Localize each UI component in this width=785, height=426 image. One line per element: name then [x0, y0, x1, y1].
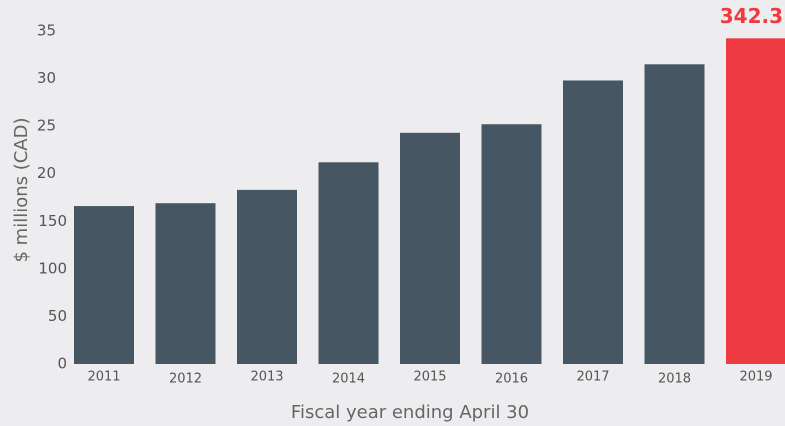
- data-label: 342.3: [720, 4, 783, 28]
- y-tick-label: 150: [38, 212, 67, 230]
- bar: [155, 203, 216, 364]
- bar: [74, 206, 134, 364]
- y-tick-label: 100: [38, 259, 67, 277]
- y-tick-label: 30: [37, 69, 56, 87]
- bar: [400, 132, 460, 364]
- y-tick-label: 20: [37, 164, 56, 182]
- x-tick-label: 2012: [169, 372, 202, 387]
- y-tick-label: 50: [48, 307, 67, 325]
- y-axis-label: $ millions (CAD): [11, 117, 32, 262]
- bar: [644, 64, 705, 365]
- bar: [563, 80, 623, 364]
- x-tick-label: 2013: [250, 370, 283, 385]
- y-tick-label: 35: [37, 22, 56, 40]
- x-tick-label: 2015: [413, 370, 446, 385]
- bar: [726, 38, 785, 365]
- x-tick-label: 2017: [576, 370, 609, 385]
- bar: [237, 189, 297, 364]
- x-tick-label: 2019: [739, 370, 772, 385]
- x-tick-label: 2016: [495, 372, 528, 387]
- bar: [481, 124, 542, 365]
- x-tick-label: 2011: [87, 370, 120, 385]
- bar: [318, 162, 379, 364]
- x-tick-label: 2018: [658, 372, 691, 387]
- y-tick-label: 25: [37, 117, 56, 135]
- x-tick-label: 2014: [332, 372, 365, 387]
- x-axis-label: Fiscal year ending April 30: [291, 402, 529, 423]
- y-tick-label: 0: [57, 355, 67, 373]
